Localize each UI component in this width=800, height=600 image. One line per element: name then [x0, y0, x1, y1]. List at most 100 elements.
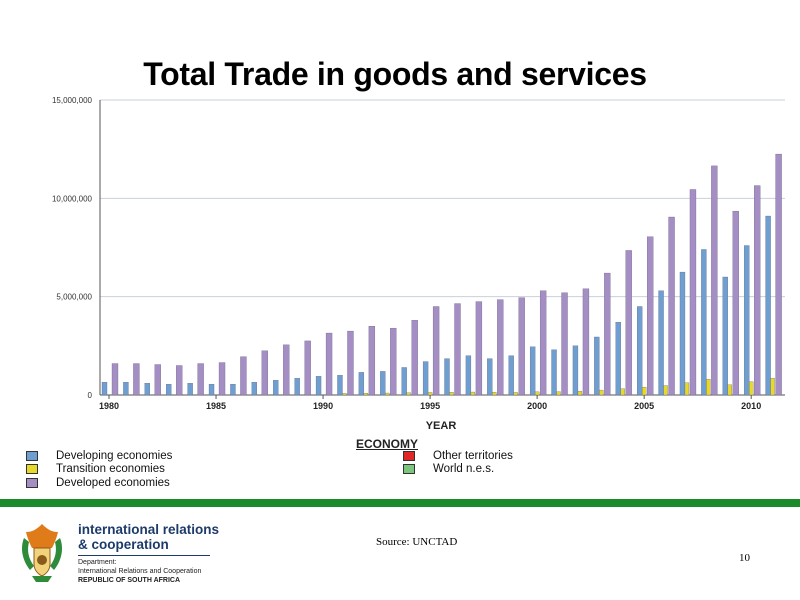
bar-developed-economies	[497, 299, 504, 396]
bar-transition-economies	[577, 391, 583, 396]
bar-developed-economies	[261, 350, 268, 396]
legend-label-developing: Developing economies	[56, 450, 173, 462]
legend-swatch-developing	[26, 450, 38, 461]
slide-title: Total Trade in goods and services	[0, 56, 800, 93]
coat-of-arms-logo	[22, 524, 62, 582]
department-branding: international relations & cooperation De…	[78, 522, 219, 585]
legend-item-developing: Developing economies	[26, 450, 172, 462]
country-name: REPUBLIC OF SOUTH AFRICA	[78, 577, 181, 584]
bar-developing-economies	[273, 380, 279, 396]
legend-title: ECONOMY	[356, 437, 419, 451]
bar-developing-economies	[230, 384, 236, 396]
bar-transition-economies	[556, 391, 561, 396]
bar-transition-economies	[620, 388, 625, 396]
org-name-line1: international relations	[78, 522, 220, 537]
bar-developed-economies	[197, 363, 204, 396]
bar-developing-economies	[123, 382, 129, 396]
legend-label-world-nes: World n.e.s.	[433, 463, 495, 475]
bar-developed-economies	[133, 363, 140, 396]
bar-developed-economies	[647, 236, 654, 396]
bar-developed-economies	[711, 165, 718, 396]
bar-developing-economies	[337, 375, 343, 396]
x-tick-label: 1995	[420, 401, 440, 411]
bar-developed-economies	[454, 303, 461, 396]
bar-transition-economies	[406, 392, 411, 396]
bar-developing-economies	[487, 358, 493, 396]
bar-developing-economies	[722, 276, 728, 396]
bar-developed-economies	[561, 292, 568, 396]
page-number: 10	[739, 552, 750, 564]
bar-transition-economies	[663, 385, 668, 396]
legend-label-developed: Developed economies	[56, 477, 170, 489]
org-name-rule	[78, 555, 210, 556]
bar-developed-economies	[176, 365, 183, 396]
bar-transition-economies	[513, 392, 518, 396]
bar-developed-economies	[518, 297, 525, 396]
bar-developing-economies	[251, 382, 257, 396]
bar-transition-economies	[449, 392, 454, 396]
bar-developed-economies	[668, 216, 675, 396]
bar-developing-economies	[465, 355, 472, 396]
x-axis-title: YEAR	[426, 420, 457, 432]
x-tick-label: 2005	[634, 401, 654, 411]
bar-developing-economies	[208, 384, 215, 396]
bar-developing-economies	[658, 290, 664, 396]
bar-transition-economies	[749, 381, 754, 396]
legend-swatch-other-territories	[403, 450, 415, 461]
bar-developed-economies	[432, 306, 440, 396]
slide-title-text: Total Trade in goods and services	[143, 56, 647, 92]
bar-developing-economies	[529, 346, 536, 396]
bar-developing-economies	[637, 306, 643, 396]
bar-developing-economies	[401, 367, 407, 396]
dept-name: International Relations and Cooperation	[78, 568, 202, 575]
bar-developing-economies	[551, 349, 557, 396]
bar-transition-economies	[706, 379, 711, 396]
bar-developing-economies	[508, 355, 514, 396]
bar-developed-economies	[390, 327, 397, 396]
legend-swatch-developed	[26, 477, 38, 488]
legend-swatch-world-nes	[403, 463, 415, 474]
bar-transition-economies	[385, 392, 390, 396]
bar-developed-economies	[732, 210, 739, 396]
x-tick-label: 2010	[741, 401, 761, 411]
bar-developing-economies	[315, 376, 322, 396]
bar-developed-economies	[475, 301, 483, 396]
bar-developed-economies	[347, 330, 354, 396]
x-tick-label: 1990	[313, 401, 333, 411]
bar-developed-economies	[154, 364, 161, 396]
footer-divider-bar	[0, 499, 800, 507]
legend-item-other-territories: Other territories	[403, 450, 513, 462]
bar-transition-economies	[727, 384, 732, 396]
bar-developed-economies	[754, 185, 761, 396]
bar-transition-economies	[642, 386, 647, 396]
bar-transition-economies	[599, 389, 604, 396]
y-tick-label: 0	[88, 391, 93, 400]
bar-developing-economies	[294, 378, 300, 396]
bar-transition-economies	[427, 392, 433, 396]
bar-developed-economies	[111, 363, 119, 396]
y-tick-label: 5,000,000	[56, 293, 92, 302]
bar-developed-economies	[582, 288, 590, 396]
bar-developing-economies	[166, 384, 172, 396]
bar-developing-economies	[615, 322, 621, 396]
legend-item-world-nes: World n.e.s.	[403, 463, 494, 475]
bar-developed-economies	[689, 189, 697, 396]
bar-developing-economies	[594, 336, 600, 396]
bar-developing-economies	[572, 345, 579, 396]
legend-label-transition: Transition economies	[56, 463, 165, 475]
bar-developing-economies	[744, 245, 750, 396]
legend-item-developed: Developed economies	[26, 477, 170, 489]
bar-developed-economies	[411, 320, 418, 396]
y-tick-label: 10,000,000	[52, 194, 93, 203]
bar-developing-economies	[444, 358, 450, 396]
bar-transition-economies	[492, 392, 497, 396]
legend-swatch-transition	[26, 463, 38, 474]
x-tick-label: 1980	[99, 401, 119, 411]
bar-developing-economies	[380, 371, 386, 396]
bar-developed-economies	[218, 362, 226, 396]
x-tick-label: 2000	[527, 401, 547, 411]
bar-developing-economies	[101, 382, 108, 396]
legend-label-other-territories: Other territories	[433, 450, 513, 462]
bar-developed-economies	[625, 250, 632, 396]
bar-transition-economies	[770, 378, 775, 396]
